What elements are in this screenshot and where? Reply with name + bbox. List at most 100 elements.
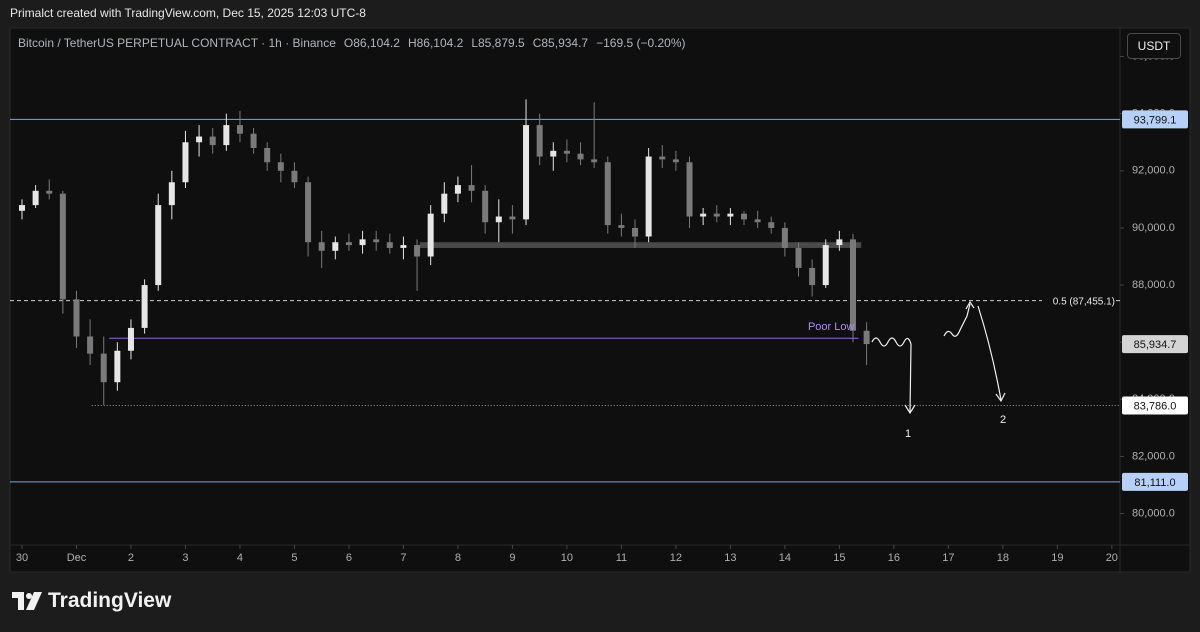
scenario-path [977, 305, 1002, 401]
candle-body [454, 185, 461, 194]
candle-body [727, 213, 734, 217]
candle-body [168, 182, 175, 206]
candle-body [741, 213, 748, 220]
candle-body [46, 190, 53, 194]
candle-body [427, 213, 434, 257]
price-labels: 93,799.1 81,111.0 83,786.0 85,934.7 0.5 (87,… [808, 110, 1188, 491]
scenario-label: 2 [1000, 414, 1006, 426]
scenario-path [943, 303, 971, 337]
candle-body [236, 125, 243, 134]
candle-body [509, 216, 516, 220]
candle-body [495, 216, 502, 223]
candle-body [645, 156, 652, 237]
candle-body [400, 245, 407, 248]
logo-icon [12, 592, 42, 610]
logo: TradingView [12, 589, 171, 613]
candle-body [822, 245, 829, 286]
candle-body [849, 239, 856, 331]
x-tick-label: 30 [16, 552, 28, 564]
y-tick-label: 92,000.0 [1132, 165, 1175, 177]
candle-body [264, 147, 271, 163]
line-label: 0.5 (87,455.1) [1053, 296, 1115, 307]
x-tick-label: 18 [997, 552, 1009, 564]
price-label: 83,786.0 [1134, 400, 1177, 412]
candle-body [713, 213, 720, 217]
x-tick-label: Dec [67, 552, 87, 564]
change: −169.5 (−0.20%) [596, 36, 686, 50]
candle-body [359, 239, 366, 246]
legend: Bitcoin / TetherUS PERPETUAL CONTRACT · … [18, 36, 686, 50]
x-tick-label: 10 [561, 552, 573, 564]
price-label: 85,934.7 [1134, 339, 1177, 351]
x-tick-label: 11 [616, 552, 627, 564]
line-label: Poor Low [808, 321, 855, 333]
price-label: 93,799.1 [1134, 114, 1177, 126]
x-tick-label: 9 [509, 552, 515, 564]
candle-body [563, 150, 570, 154]
candle-body [155, 205, 162, 286]
chart-panel [9, 27, 1191, 573]
candle-body [550, 150, 557, 157]
x-tick-label: 17 [942, 552, 954, 564]
candle-body [672, 159, 679, 163]
x-tick-label: 14 [779, 552, 791, 564]
price-label: 81,111.0 [1134, 477, 1175, 489]
zone [419, 242, 862, 248]
currency-button[interactable]: USDT [1127, 33, 1181, 59]
candle-body [836, 239, 843, 246]
candle-body [250, 133, 257, 148]
arrow-head [904, 404, 916, 415]
ohlc: L85,879.5 [471, 36, 525, 50]
x-tick-label: 7 [400, 552, 406, 564]
scenario-label: 1 [905, 428, 911, 440]
candle-body [305, 182, 312, 243]
candle-body [659, 156, 666, 160]
candle-body [781, 227, 788, 248]
arrow-head [965, 300, 975, 310]
price-label-bg [1122, 110, 1188, 129]
x-tick-label: 20 [1106, 552, 1118, 564]
header: Primalct created with TradingView.com, D… [10, 6, 366, 20]
x-tick-label: 8 [455, 552, 461, 564]
candle-body [18, 205, 25, 211]
candle-body [318, 242, 325, 251]
candle-body [536, 125, 543, 157]
candle-body [754, 219, 761, 223]
x-tick-label: 16 [888, 552, 900, 564]
y-tick-label: 88,000.0 [1132, 279, 1175, 291]
ohlc: H86,104.2 [407, 36, 464, 50]
candle-body [345, 242, 352, 246]
x-tick-label: 19 [1051, 552, 1063, 564]
candle-body [373, 239, 380, 243]
candle-body [795, 247, 802, 268]
price-label-bg [1122, 472, 1188, 491]
candle-body [100, 353, 107, 383]
ohlc: C85,934.7 [532, 36, 589, 50]
zones [419, 242, 862, 248]
candle-body [441, 193, 448, 214]
hlines [10, 118, 1120, 483]
x-tick-label: 3 [182, 552, 188, 564]
x-tick-label: 13 [724, 552, 736, 564]
candle-body [809, 267, 816, 286]
candle-body [141, 285, 148, 328]
drawings [871, 300, 1006, 415]
candles [18, 99, 870, 406]
y-tick-label: 80,000.0 [1132, 507, 1175, 519]
candle-body [768, 222, 775, 228]
candle-body [577, 153, 584, 160]
y-tick-label: 82,000.0 [1132, 450, 1175, 462]
arrow-head [995, 392, 1006, 403]
x-tick-label: 4 [237, 552, 243, 564]
candle-body [386, 242, 393, 248]
price-label-bg [1122, 335, 1188, 354]
candle-body [87, 336, 94, 354]
candle-body [604, 162, 611, 226]
candle-body [482, 190, 489, 223]
candle-body [591, 159, 598, 163]
y-tick-label: 90,000.0 [1132, 222, 1175, 234]
candle-body [182, 142, 189, 183]
candle-body [277, 162, 284, 171]
candle-body [863, 330, 870, 345]
